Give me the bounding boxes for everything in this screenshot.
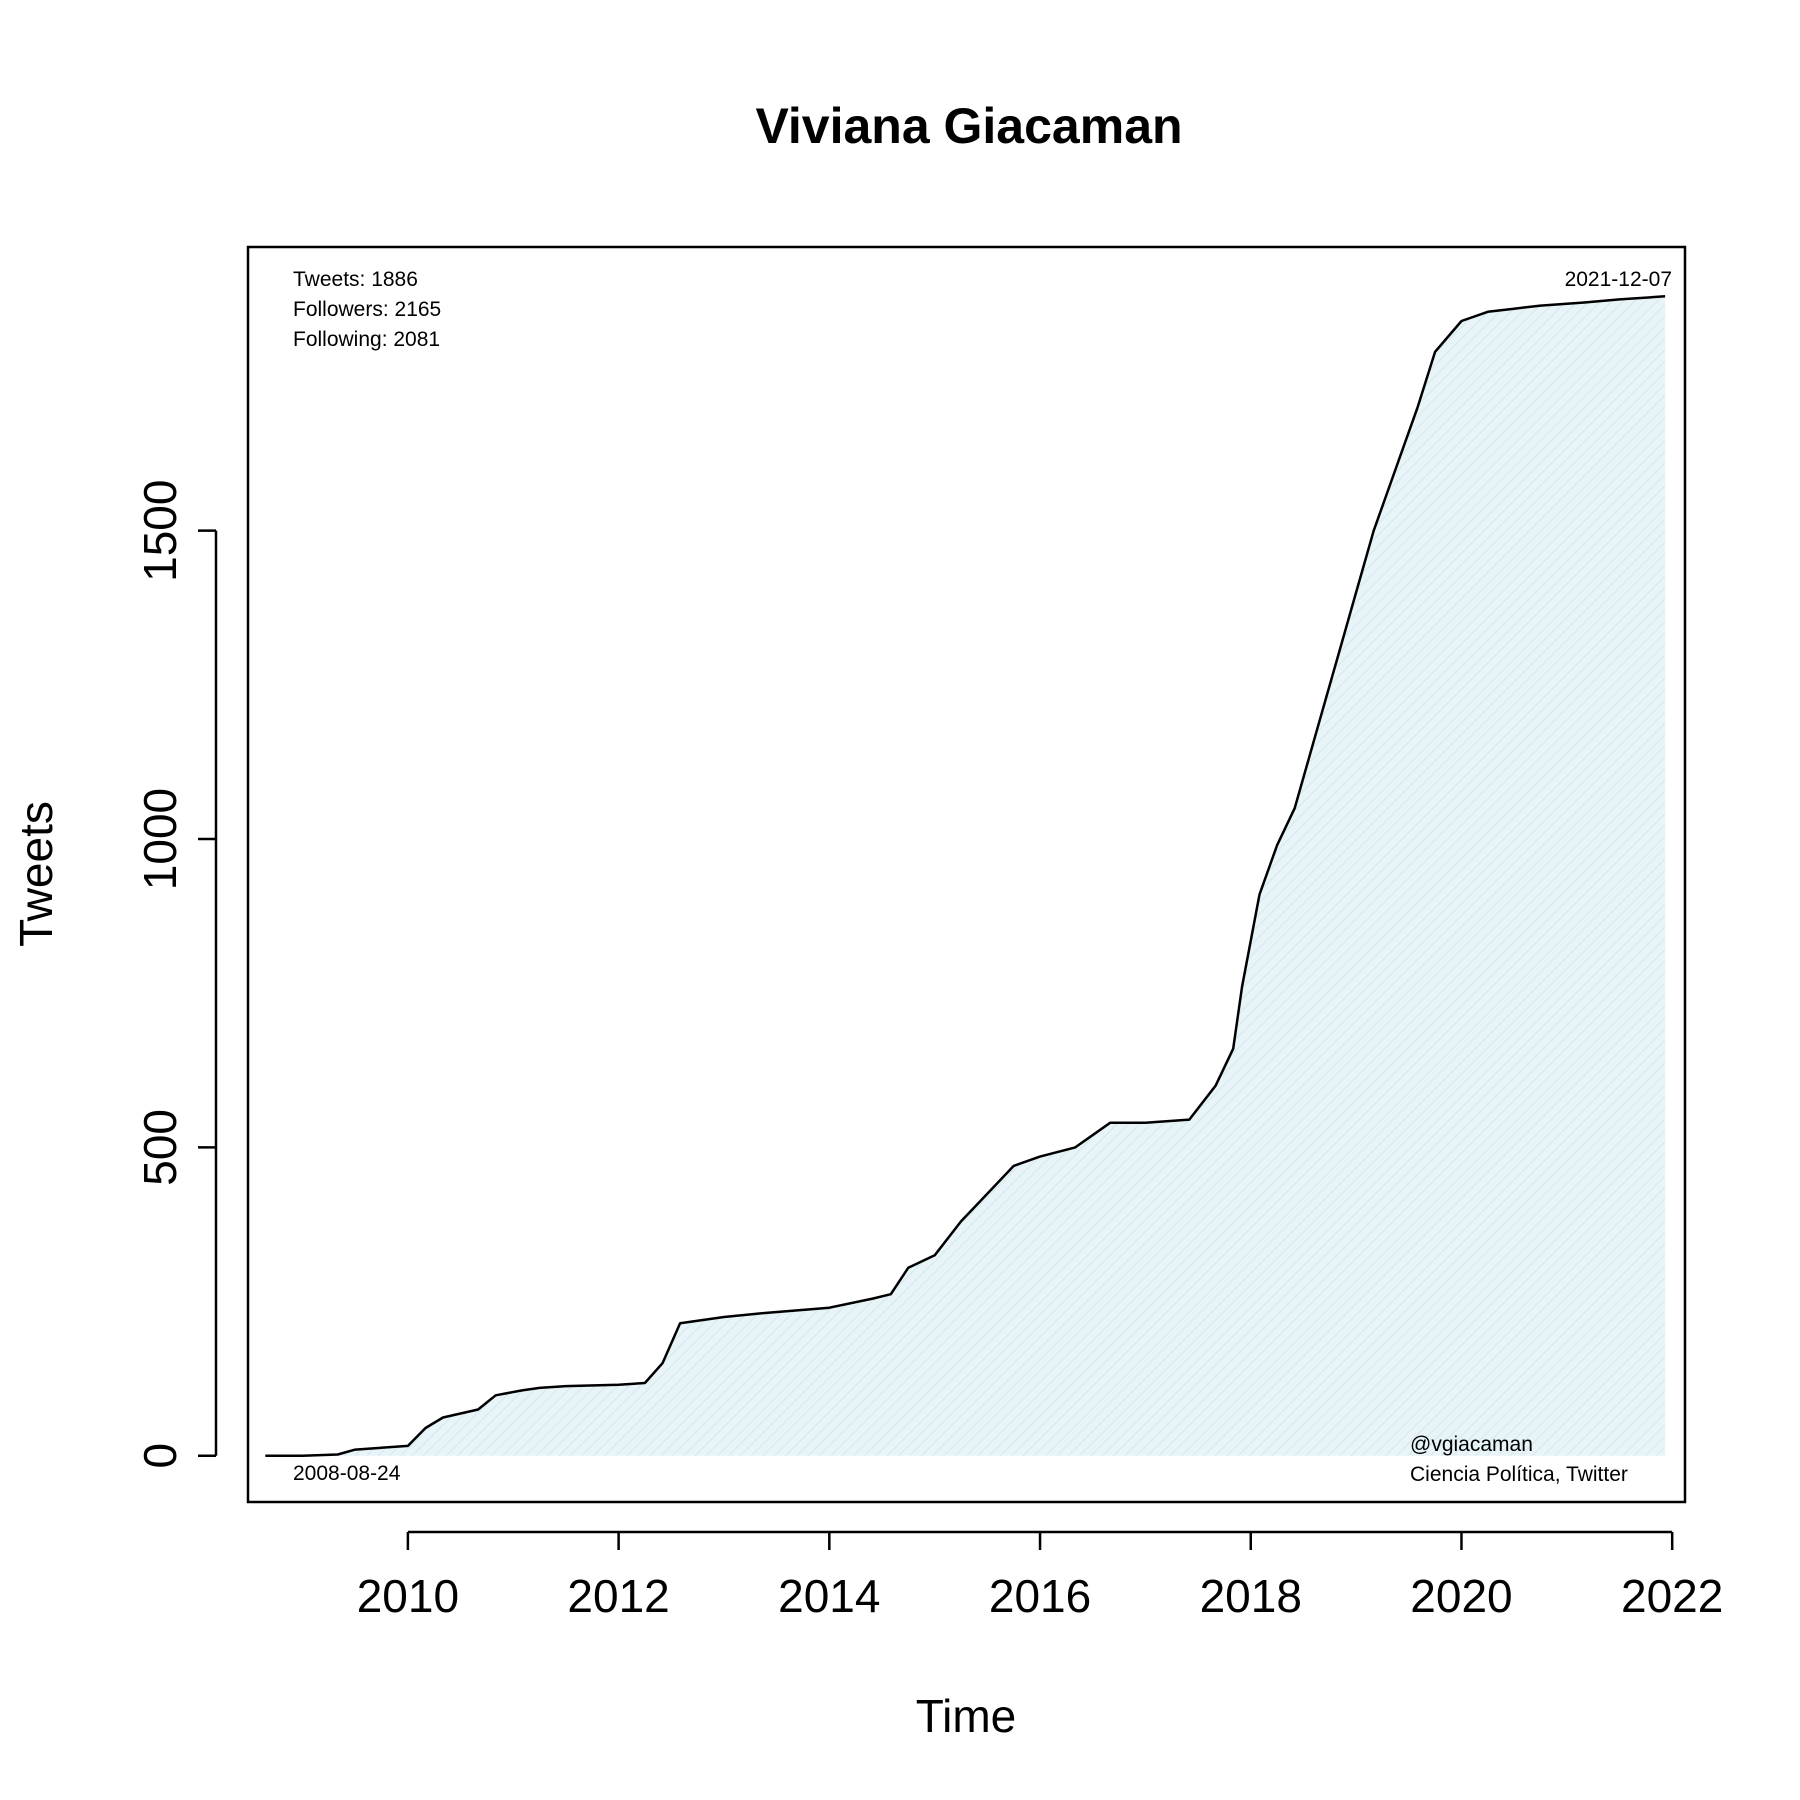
category-label: Ciencia Política, Twitter bbox=[1410, 1463, 1628, 1486]
x-tick-label: 2010 bbox=[357, 1570, 459, 1622]
x-tick-label: 2022 bbox=[1621, 1570, 1723, 1622]
series-line bbox=[265, 295, 1666, 1457]
y-tick-label: 1000 bbox=[134, 788, 186, 890]
stat-tweets: Tweets: 1886 bbox=[293, 268, 418, 291]
start-date-label: 2008-08-24 bbox=[293, 1462, 401, 1485]
series-area bbox=[265, 296, 1666, 1456]
y-axis: 0 500 1000 1500 bbox=[134, 480, 218, 1469]
x-axis-title: Time bbox=[916, 1690, 1017, 1742]
chart-title: Viviana Giacaman bbox=[755, 98, 1182, 154]
x-tick-label: 2018 bbox=[1200, 1570, 1302, 1622]
stat-followers: Followers: 2165 bbox=[293, 298, 441, 321]
x-axis: 2010 2012 2014 2016 2018 2020 2022 bbox=[357, 1530, 1723, 1622]
stat-following: Following: 2081 bbox=[293, 328, 440, 351]
plot-frame bbox=[246, 245, 1687, 1504]
x-tick-label: 2016 bbox=[989, 1570, 1091, 1622]
x-tick-label: 2012 bbox=[567, 1570, 669, 1622]
y-tick-label: 1500 bbox=[134, 480, 186, 582]
end-date-label: 2021-12-07 bbox=[1565, 268, 1672, 291]
x-tick-label: 2020 bbox=[1410, 1570, 1512, 1622]
y-axis-title: Tweets bbox=[10, 801, 62, 947]
handle-label: @vgiacaman bbox=[1410, 1433, 1533, 1456]
y-tick-label: 0 bbox=[134, 1443, 186, 1469]
plot-area bbox=[265, 295, 1666, 1457]
y-tick-label: 500 bbox=[134, 1109, 186, 1186]
x-tick-label: 2014 bbox=[778, 1570, 880, 1622]
